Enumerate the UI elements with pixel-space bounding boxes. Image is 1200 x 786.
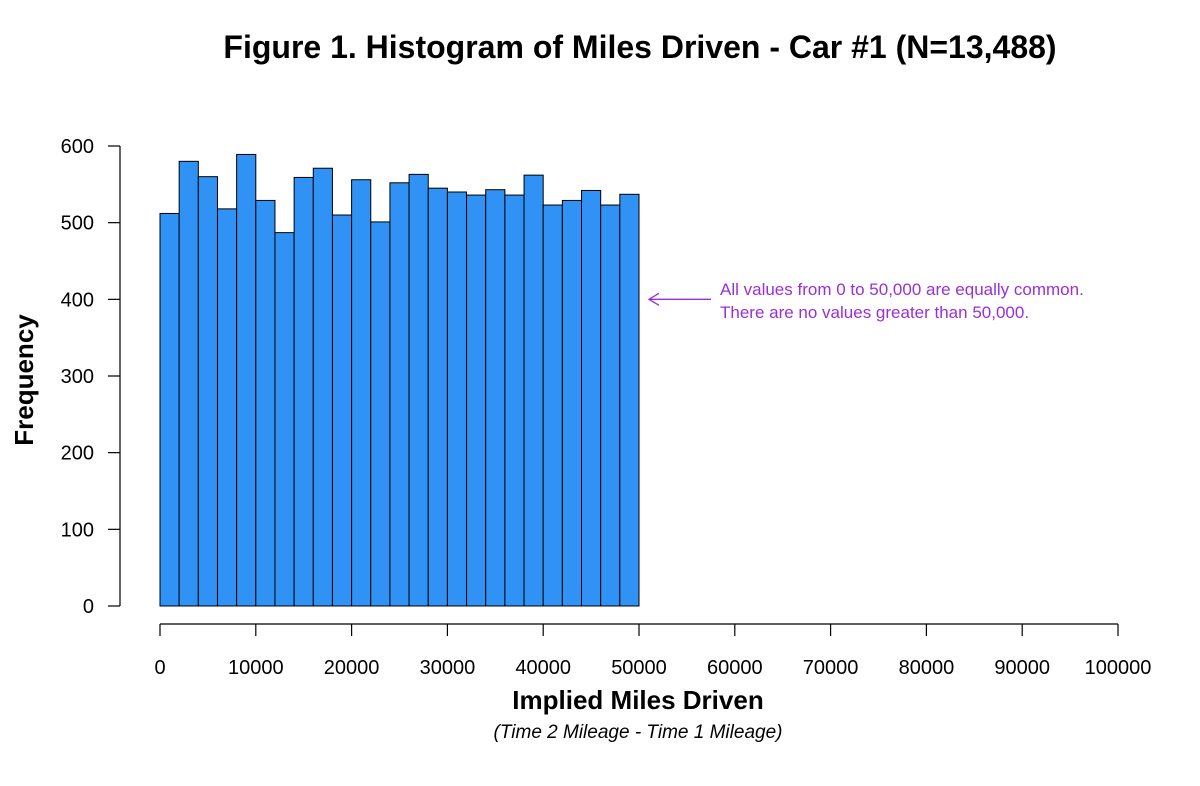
annotation-text: All values from 0 to 50,000 are equally … bbox=[720, 280, 1084, 299]
y-tick-label: 400 bbox=[61, 289, 94, 311]
x-tick-label: 10000 bbox=[228, 657, 284, 679]
x-tick-label: 100000 bbox=[1085, 657, 1152, 679]
histogram-bar bbox=[331, 214, 353, 607]
x-tick-label: 70000 bbox=[803, 657, 859, 679]
histogram-bar bbox=[581, 189, 602, 607]
y-tick-label: 500 bbox=[61, 213, 94, 235]
histogram-bar bbox=[236, 153, 257, 607]
chart-title: Figure 1. Histogram of Miles Driven - Ca… bbox=[223, 29, 1056, 65]
histogram-bar bbox=[466, 194, 487, 607]
x-tick-label: 30000 bbox=[420, 657, 476, 679]
histogram-bar bbox=[178, 160, 199, 607]
histogram-bar bbox=[504, 194, 525, 607]
x-tick-label: 90000 bbox=[994, 657, 1050, 679]
y-tick-label: 200 bbox=[61, 443, 94, 465]
histogram-bar bbox=[561, 199, 583, 607]
y-tick-label: 600 bbox=[61, 136, 94, 158]
histogram-bar bbox=[370, 221, 391, 607]
histogram-bar bbox=[542, 204, 563, 607]
histogram-bar bbox=[485, 189, 506, 607]
histogram-bar bbox=[351, 179, 372, 607]
histogram-bar bbox=[446, 191, 468, 607]
histogram-bar bbox=[523, 174, 544, 607]
x-tick-label: 40000 bbox=[515, 657, 571, 679]
annotation: All values from 0 to 50,000 are equally … bbox=[647, 280, 1084, 322]
x-tick-label: 60000 bbox=[707, 657, 763, 679]
bars-group bbox=[159, 153, 640, 607]
x-tick-label: 20000 bbox=[324, 657, 380, 679]
histogram-bar bbox=[408, 173, 429, 607]
histogram-bar bbox=[274, 232, 295, 607]
y-tick-label: 100 bbox=[61, 519, 94, 541]
histogram-bar bbox=[427, 187, 448, 607]
y-tick-label: 0 bbox=[83, 596, 94, 618]
histogram-bar bbox=[197, 176, 218, 607]
x-tick-label: 80000 bbox=[899, 657, 955, 679]
histogram-bar bbox=[216, 208, 238, 607]
x-axis-subtitle: (Time 2 Mileage - Time 1 Mileage) bbox=[494, 722, 783, 743]
y-tick-label: 300 bbox=[61, 366, 94, 388]
x-axis: 0 10000 20000 30000 40000 50000 60000 70000 8000… bbox=[154, 623, 1152, 679]
y-axis: 0 100 200 300 400 500 600 bbox=[61, 136, 121, 618]
histogram-bar bbox=[312, 167, 333, 607]
x-tick-label: 50000 bbox=[611, 657, 667, 679]
histogram-bar bbox=[293, 176, 314, 607]
histogram-bar bbox=[255, 199, 276, 607]
y-axis-title: Frequency bbox=[9, 314, 39, 446]
histogram-bar bbox=[389, 182, 410, 607]
histogram-bar bbox=[619, 193, 640, 607]
annotation-text: There are no values greater than 50,000. bbox=[720, 303, 1029, 322]
annotation-arrow-head bbox=[647, 292, 660, 306]
x-axis-title: Implied Miles Driven bbox=[512, 685, 763, 715]
histogram-bar bbox=[600, 204, 621, 607]
x-tick-label: 0 bbox=[154, 657, 165, 679]
histogram-bar bbox=[159, 212, 180, 607]
